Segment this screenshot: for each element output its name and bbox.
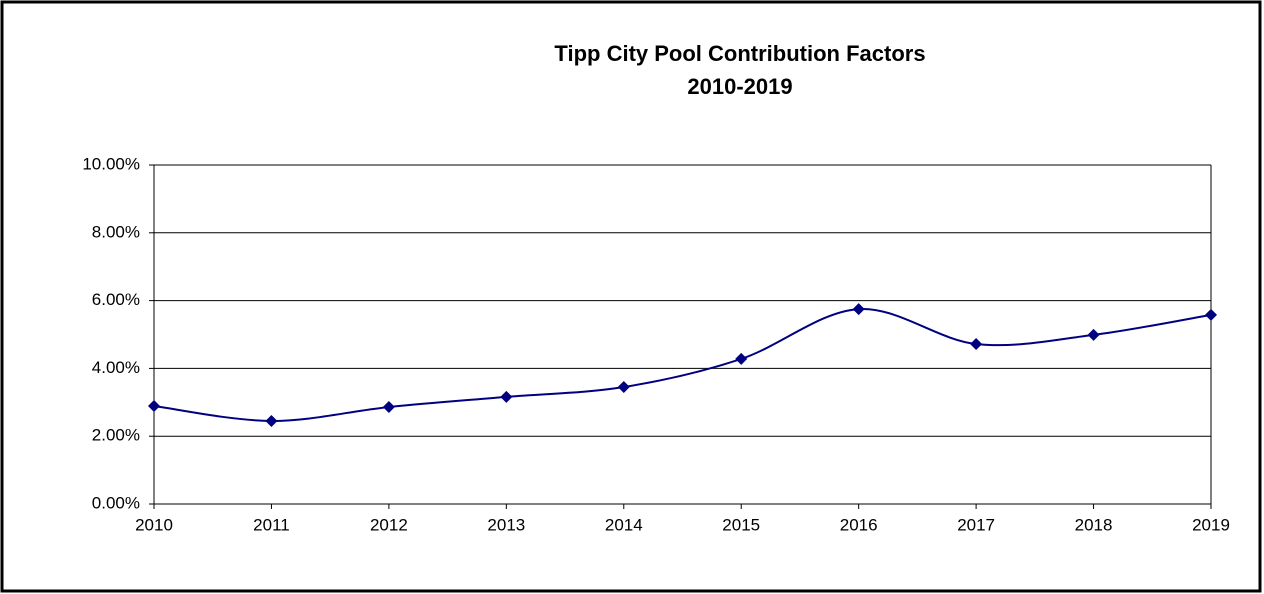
x-tick-label: 2010 bbox=[135, 515, 173, 534]
x-tick-label: 2012 bbox=[370, 515, 408, 534]
data-point bbox=[1205, 308, 1217, 321]
y-tick-label: 2.00% bbox=[92, 426, 140, 445]
x-tick-label: 2013 bbox=[487, 515, 525, 534]
data-point bbox=[735, 352, 748, 365]
data-point bbox=[970, 337, 983, 350]
x-tick-label: 2017 bbox=[957, 515, 995, 534]
y-tick-label: 0.00% bbox=[92, 493, 140, 512]
data-point bbox=[500, 390, 513, 403]
series-line bbox=[153, 308, 1212, 422]
x-tick-label: 2018 bbox=[1075, 515, 1113, 534]
data-point bbox=[382, 401, 395, 414]
y-tick-label: 6.00% bbox=[92, 290, 140, 309]
x-tick-label: 2015 bbox=[722, 515, 760, 534]
data-point bbox=[265, 414, 278, 427]
data-point bbox=[617, 381, 630, 394]
x-tick-label: 2014 bbox=[605, 515, 643, 534]
y-tick-label: 10.00% bbox=[82, 154, 140, 173]
y-tick-label: 4.00% bbox=[92, 358, 140, 377]
y-tick-label: 8.00% bbox=[92, 222, 140, 241]
chart-title: Tipp City Pool Contribution Factors bbox=[554, 41, 925, 66]
x-tick-label: 2011 bbox=[253, 515, 290, 534]
x-tick-label: 2019 bbox=[1192, 515, 1230, 534]
x-tick-label: 2016 bbox=[840, 515, 878, 534]
data-point bbox=[148, 400, 160, 413]
chart-subtitle: 2010-2019 bbox=[687, 74, 792, 99]
data-point bbox=[1087, 328, 1100, 341]
data-point bbox=[852, 303, 865, 316]
